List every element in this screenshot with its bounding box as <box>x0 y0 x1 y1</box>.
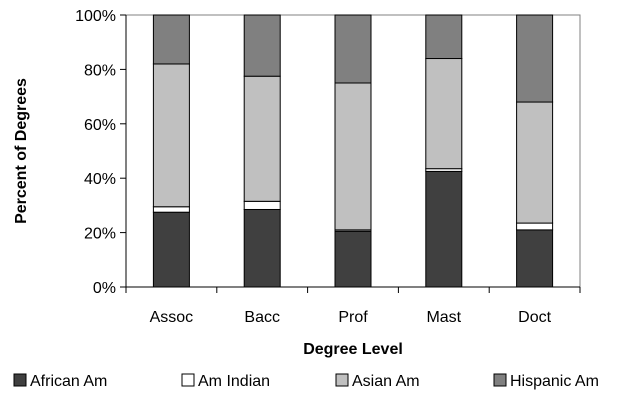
x-tick-label: Mast <box>426 309 461 326</box>
bar-segment-prof-asian-am <box>334 82 372 231</box>
bar-segment-prof-african-am <box>334 230 372 288</box>
bar-segment-doct-am-indian <box>516 222 554 231</box>
bar-segment-bacc-hispanic-am <box>243 14 281 77</box>
bar-segment-assoc-hispanic-am <box>152 14 190 65</box>
bars <box>152 14 554 288</box>
bar-segment-doct-hispanic-am <box>516 14 554 103</box>
y-tick-label: 20% <box>84 226 116 243</box>
y-axis: 0% 20% 40% 60% 80% 100% <box>75 8 127 297</box>
legend-swatch-asian-am <box>335 373 349 387</box>
y-tick-label: 80% <box>84 62 116 79</box>
x-tick-label: Doct <box>518 309 551 326</box>
legend-label: Asian Am <box>352 373 420 390</box>
y-tick-label: 40% <box>84 171 116 188</box>
bar-segment-doct-african-am <box>516 229 554 288</box>
x-tick-label: Assoc <box>150 309 194 326</box>
legend-swatch-am-indian <box>181 373 195 387</box>
bar-segment-prof-hispanic-am <box>334 14 372 84</box>
y-tick-label: 60% <box>84 117 116 134</box>
bar-segment-bacc-african-am <box>243 208 281 288</box>
y-axis-title: Percent of Degrees <box>13 78 30 224</box>
legend-label: African Am <box>30 373 107 390</box>
bar-segment-assoc-african-am <box>152 211 190 288</box>
legend-swatch-african-am <box>13 373 27 387</box>
x-tick-label: Prof <box>338 309 368 326</box>
bar-segment-assoc-am-indian <box>152 206 190 213</box>
x-axis-title: Degree Level <box>303 341 403 358</box>
x-axis: Assoc Bacc Prof Mast Doct <box>125 286 581 326</box>
bar-segment-doct-asian-am <box>516 101 554 224</box>
bar-segment-assoc-asian-am <box>152 63 190 208</box>
bar-segment-mast-hispanic-am <box>425 14 463 60</box>
bar-segment-mast-asian-am <box>425 58 463 170</box>
legend: African Am Am Indian Asian Am Hispanic Am <box>13 373 599 390</box>
bar-segment-mast-african-am <box>425 170 463 288</box>
y-tick-label: 100% <box>75 8 116 25</box>
bar-segment-bacc-asian-am <box>243 75 281 202</box>
legend-label: Hispanic Am <box>510 373 599 390</box>
y-tick-label: 0% <box>93 280 116 297</box>
legend-label: Am Indian <box>198 373 270 390</box>
bar-segment-bacc-am-indian <box>243 200 281 210</box>
legend-swatch-hispanic-am <box>493 373 507 387</box>
x-tick-label: Bacc <box>244 309 280 326</box>
